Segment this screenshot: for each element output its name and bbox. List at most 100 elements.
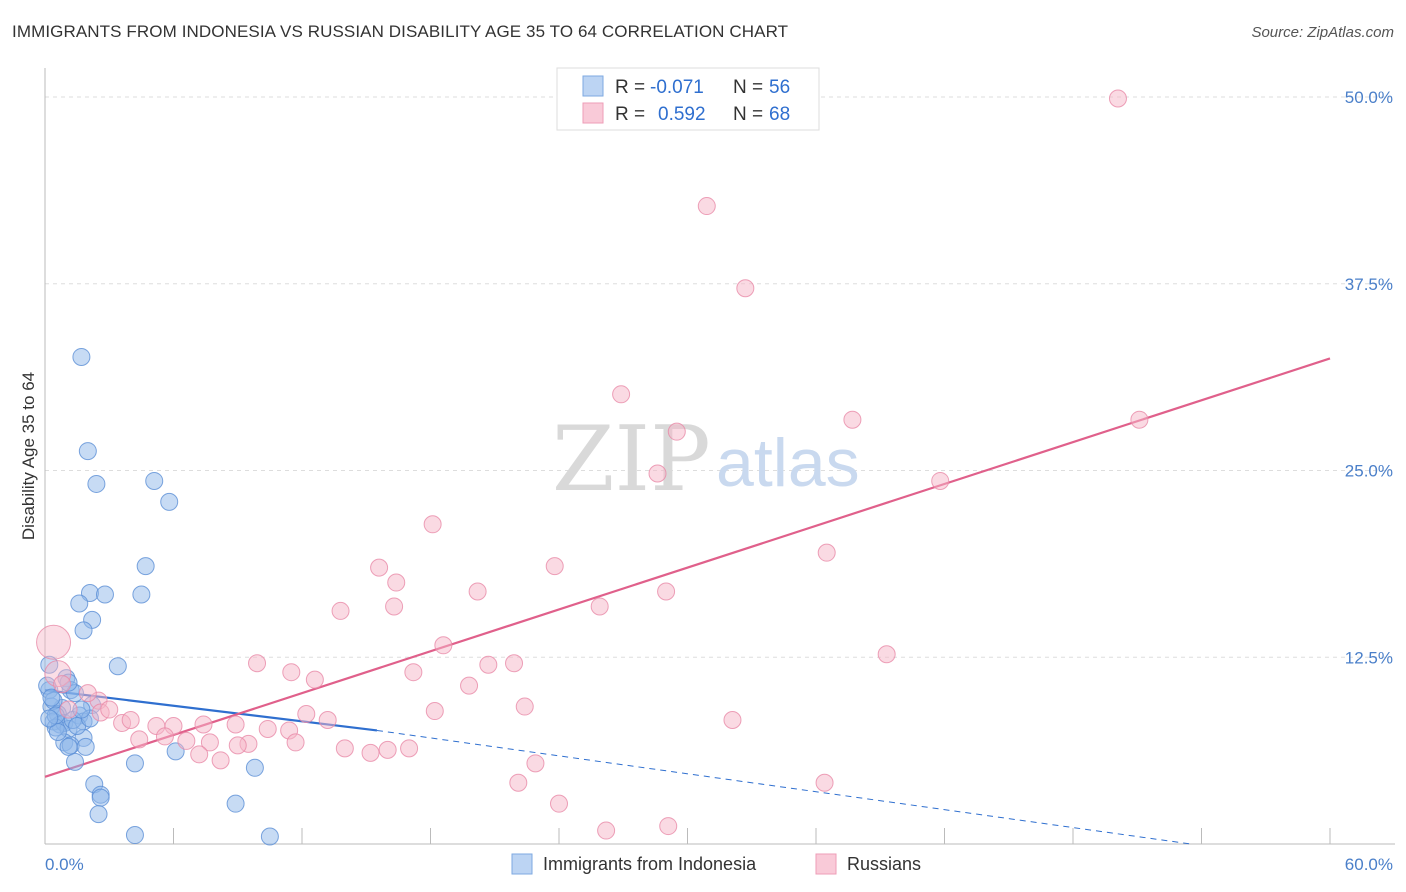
russians-point (545, 557, 564, 576)
legend-n-value-indonesia: 56 (769, 77, 790, 98)
russians-point (612, 385, 631, 404)
watermark-zip: ZIP (552, 407, 711, 512)
russians-point (468, 582, 487, 601)
russians-point (877, 645, 896, 664)
russians-point (36, 624, 72, 660)
russians-point (211, 751, 230, 770)
y-axis-label: Disability Age 35 to 64 (19, 372, 38, 540)
indonesia-point (95, 585, 114, 604)
data-points (36, 89, 1149, 846)
russians-trend-line (44, 357, 1331, 778)
legend-r-value-indonesia: -0.071 (650, 77, 704, 98)
russians-point (335, 739, 354, 758)
russians-point (550, 794, 568, 813)
indonesia-point (59, 737, 78, 756)
grid-lines (45, 96, 1392, 658)
indonesia-trend-extension (376, 729, 1191, 845)
russians-point (387, 573, 406, 592)
legend-n-label: N = (733, 104, 763, 125)
source-label: Source: ZipAtlas.com (1251, 24, 1394, 41)
series-legend: Immigrants from Indonesia Russians (511, 853, 921, 875)
russians-point (590, 597, 609, 616)
indonesia-point (132, 585, 151, 604)
russians-point (370, 558, 389, 577)
legend-label-indonesia: Immigrants from Indonesia (543, 854, 757, 874)
russians-point (423, 515, 442, 534)
russians-point (460, 676, 479, 695)
russians-point (361, 743, 380, 762)
indonesia-point (91, 788, 110, 807)
russians-point (1130, 410, 1149, 429)
russians-point (378, 740, 397, 759)
y-tick-label: 12.5% (1345, 648, 1393, 667)
x-tick-label: 60.0% (1345, 855, 1393, 874)
russians-point (194, 715, 213, 734)
x-tick-label: 0.0% (45, 855, 84, 874)
legend-r-value-russians: 0.592 (658, 104, 706, 125)
russians-point (931, 471, 950, 490)
indonesia-point (74, 621, 93, 640)
russians-point (648, 464, 667, 483)
y-tick-labels: 12.5% 25.0% 37.5% 50.0% (1345, 88, 1393, 667)
russians-point (505, 654, 524, 673)
legend-swatch-russians (582, 102, 604, 124)
chart-title: IMMIGRANTS FROM INDONESIA VS RUSSIAN DIS… (12, 22, 789, 41)
russians-point (318, 710, 337, 729)
russians-point (385, 597, 404, 616)
russians-point (78, 684, 97, 703)
russians-point (597, 821, 616, 840)
indonesia-point (136, 557, 155, 576)
legend-r-label: R = (615, 77, 645, 98)
russians-point (100, 700, 119, 719)
y-tick-label: 25.0% (1345, 462, 1393, 481)
russians-point (723, 710, 742, 729)
indonesia-point (108, 657, 127, 676)
russians-point (843, 410, 862, 429)
legend-swatch-indonesia (511, 853, 533, 875)
indonesia-point (125, 754, 144, 773)
russians-point (53, 675, 72, 694)
russians-point (1108, 89, 1127, 108)
russians-point (331, 601, 350, 620)
russians-point (659, 817, 678, 836)
russians-point (226, 715, 245, 734)
russians-point (121, 710, 140, 729)
russians-point (667, 422, 686, 441)
russians-point (736, 279, 755, 298)
russians-point (305, 670, 324, 689)
russians-point (697, 197, 716, 216)
russians-point (258, 719, 277, 738)
legend-swatch-indonesia (582, 75, 604, 97)
x-tick-labels: 0.0% 60.0% (45, 855, 1393, 874)
indonesia-point (40, 709, 59, 728)
russians-point (526, 754, 545, 773)
russians-point (509, 773, 528, 792)
russians-point (817, 543, 836, 562)
russians-point (425, 702, 444, 721)
legend-n-value-russians: 68 (769, 104, 790, 125)
indonesia-point (87, 474, 106, 493)
indonesia-point (145, 471, 164, 490)
russians-point (479, 655, 498, 674)
indonesia-point (42, 688, 61, 707)
indonesia-point (160, 492, 179, 511)
legend-n-label: N = (733, 77, 763, 98)
russians-point (515, 697, 534, 716)
indonesia-point (40, 655, 59, 674)
russians-point (404, 663, 423, 682)
y-tick-label: 50.0% (1345, 88, 1393, 107)
watermark-atlas: atlas (716, 425, 860, 501)
correlation-legend: R = -0.071 N = 56 R = 0.592 N = 68 (556, 67, 820, 131)
indonesia-point (70, 594, 89, 613)
russians-point (248, 654, 267, 673)
russians-point (200, 733, 219, 752)
russians-point (282, 663, 301, 682)
indonesia-point (245, 758, 264, 777)
russians-point (155, 727, 174, 746)
indonesia-point (76, 737, 95, 756)
indonesia-point (48, 722, 67, 741)
russians-point (400, 739, 419, 758)
watermark: ZIP atlas (552, 407, 860, 512)
legend-swatch-russians (815, 853, 837, 875)
